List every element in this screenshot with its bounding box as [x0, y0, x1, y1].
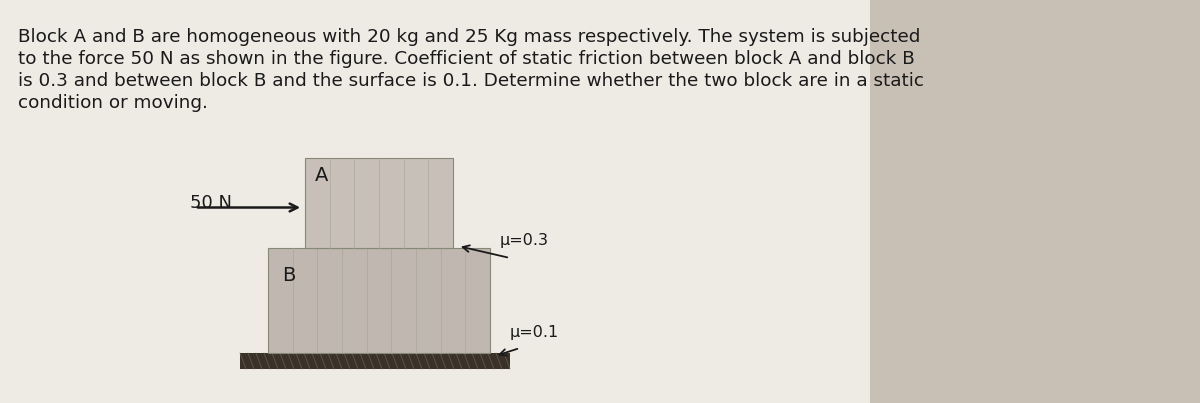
Text: 50 N: 50 N: [190, 193, 232, 212]
Text: μ=0.1: μ=0.1: [510, 325, 559, 340]
Bar: [305, 158, 454, 248]
Bar: [0, 0, 870, 403]
Text: condition or moving.: condition or moving.: [18, 94, 208, 112]
Text: μ=0.3: μ=0.3: [500, 233, 550, 248]
Text: Block A and B are homogeneous with 20 kg and 25 Kg mass respectively. The system: Block A and B are homogeneous with 20 kg…: [18, 28, 920, 46]
Text: to the force 50 N as shown in the figure. Coefficient of static friction between: to the force 50 N as shown in the figure…: [18, 50, 914, 68]
Bar: [240, 353, 510, 369]
Text: B: B: [282, 266, 295, 285]
Text: is 0.3 and between block B and the surface is 0.1. Determine whether the two blo: is 0.3 and between block B and the surfa…: [18, 72, 924, 90]
Bar: [870, 0, 1200, 403]
Bar: [268, 248, 490, 353]
Text: A: A: [314, 166, 329, 185]
